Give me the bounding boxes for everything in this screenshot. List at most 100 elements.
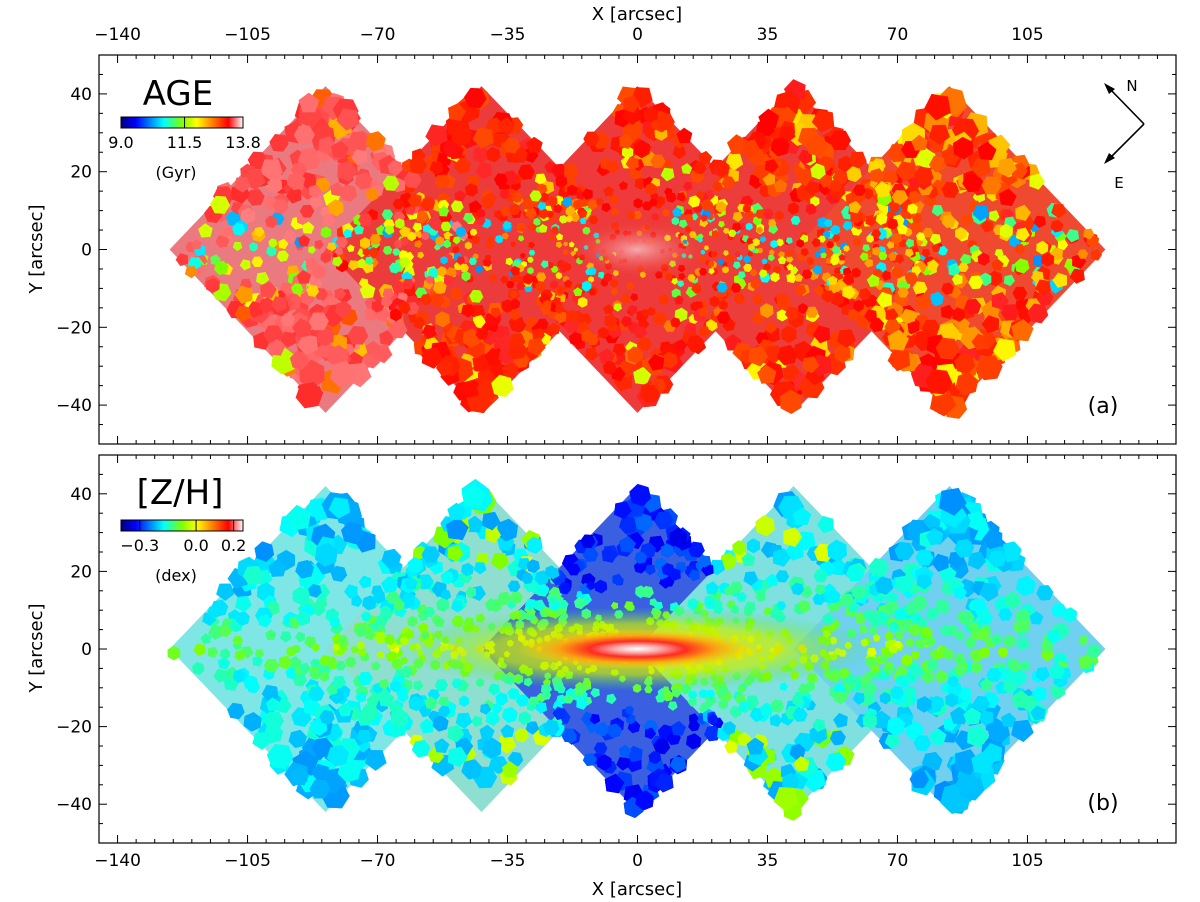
- bin: [252, 655, 264, 667]
- bin: [648, 751, 662, 765]
- bin: [1029, 173, 1045, 190]
- bin: [447, 502, 466, 520]
- bin: [198, 223, 213, 238]
- bin: [627, 304, 638, 315]
- bin: [556, 285, 566, 295]
- bin: [421, 231, 430, 241]
- bin: [866, 234, 874, 243]
- bin: [1041, 252, 1055, 267]
- bin: [605, 160, 620, 174]
- bin: [833, 691, 848, 705]
- bin: [775, 570, 790, 583]
- bin: [637, 337, 652, 351]
- bin: [733, 293, 746, 304]
- bin: [214, 260, 229, 276]
- bin: [655, 195, 665, 206]
- bin: [280, 331, 297, 348]
- bin: [329, 616, 340, 628]
- age-colorbar-unit: (Gyr): [156, 163, 197, 182]
- bin: [830, 291, 844, 307]
- bin: [796, 239, 805, 248]
- bin: [761, 258, 768, 265]
- bin: [872, 710, 891, 728]
- bin: [862, 244, 871, 252]
- bin: [464, 241, 472, 250]
- bin: [879, 654, 888, 663]
- bin: [491, 374, 514, 398]
- bin: [552, 297, 561, 306]
- bin: [270, 296, 287, 313]
- bin: [298, 92, 320, 113]
- bin: [647, 354, 665, 371]
- bin: [952, 307, 966, 322]
- bin: [814, 285, 824, 296]
- bin: [440, 256, 448, 265]
- bin: [610, 288, 619, 296]
- bin: [661, 351, 678, 369]
- x-tick-label: 35: [757, 25, 779, 45]
- bin: [299, 359, 325, 389]
- bin: [872, 634, 881, 642]
- bin: [555, 241, 563, 249]
- bin: [348, 260, 359, 271]
- bin: [633, 325, 648, 339]
- bin: [791, 582, 804, 596]
- bin: [785, 249, 794, 258]
- bin: [727, 134, 748, 155]
- bin: [722, 227, 730, 235]
- bin: [678, 219, 688, 229]
- bin: [948, 263, 962, 277]
- bin: [1016, 227, 1030, 242]
- bin: [435, 236, 444, 246]
- bin: [553, 204, 563, 214]
- bin: [263, 325, 284, 344]
- bin: [528, 696, 540, 707]
- bin: [272, 199, 289, 214]
- bin: [334, 287, 347, 300]
- bin: [753, 248, 760, 254]
- bin: [498, 117, 515, 134]
- voronoi-bins: [167, 479, 1102, 821]
- bin: [336, 108, 359, 131]
- bin: [765, 573, 779, 587]
- bin: [432, 715, 449, 732]
- bin: [1029, 611, 1044, 625]
- bin: [722, 266, 729, 274]
- bin: [587, 199, 598, 210]
- bin: [538, 224, 548, 233]
- bin: [473, 562, 487, 575]
- bin: [813, 569, 829, 583]
- bin: [509, 309, 521, 321]
- bin: [476, 208, 485, 218]
- bin: [564, 163, 578, 179]
- bin: [607, 723, 622, 738]
- bin: [935, 337, 960, 360]
- bin: [853, 184, 866, 196]
- bin: [382, 175, 400, 191]
- bin: [299, 662, 311, 674]
- bin: [900, 308, 916, 325]
- bin: [369, 247, 379, 258]
- bin: [454, 190, 466, 202]
- bin: [581, 711, 595, 726]
- bin: [266, 245, 277, 257]
- bin: [662, 690, 674, 702]
- bin: [837, 155, 854, 173]
- bin: [842, 285, 856, 300]
- bin: [895, 161, 916, 182]
- bin: [468, 257, 477, 266]
- bin: [488, 756, 508, 774]
- bin: [254, 649, 264, 659]
- bin: [741, 552, 756, 567]
- bin: [539, 209, 548, 220]
- bin: [286, 187, 302, 204]
- bin: [330, 565, 348, 582]
- bin: [683, 181, 693, 192]
- bin: [581, 280, 592, 292]
- bin: [830, 256, 839, 266]
- bin: [911, 134, 928, 151]
- x-tick-label: 105: [1011, 25, 1043, 45]
- bin: [232, 241, 243, 251]
- bin: [909, 665, 921, 675]
- bin: [954, 653, 966, 666]
